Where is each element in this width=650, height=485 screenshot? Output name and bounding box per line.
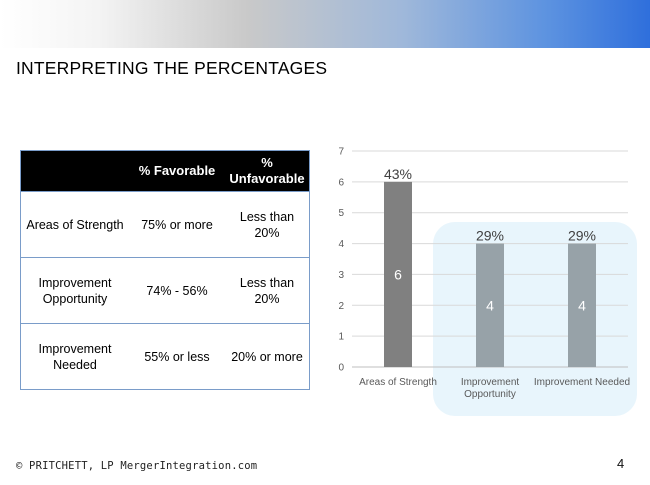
table-row: Areas of Strength 75% or more Less than … (20, 191, 310, 258)
row-unfavorable: Less than 20% (225, 191, 310, 258)
y-tick-label: 5 (338, 208, 344, 219)
row-unfavorable: 20% or more (225, 323, 310, 390)
bar-percent-label: 29% (568, 228, 596, 244)
criteria-table: % Favorable % Unfavorable Areas of Stren… (20, 150, 310, 390)
bar-percent-label: 43% (384, 166, 412, 182)
y-tick-label: 7 (338, 147, 344, 158)
footer-copyright: © PRITCHETT, LP MergerIntegration.com (16, 460, 258, 472)
table-header-row: % Favorable % Unfavorable (20, 150, 310, 192)
header-blank (20, 150, 129, 192)
bar (476, 243, 504, 367)
highlight-box (433, 222, 637, 416)
y-tick-label: 2 (338, 301, 344, 312)
table-row: Improvement Opportunity 74% - 56% Less t… (20, 257, 310, 324)
bar-value-label: 4 (578, 297, 586, 313)
y-tick-label: 3 (338, 270, 344, 281)
y-tick-label: 1 (338, 332, 344, 343)
row-favorable: 55% or less (129, 323, 225, 390)
bar-value-label: 6 (394, 266, 402, 282)
row-label: Improvement Opportunity (20, 257, 129, 324)
table-row: Improvement Needed 55% or less 20% or mo… (20, 323, 310, 390)
row-label: Areas of Strength (20, 191, 129, 258)
header-favorable: % Favorable (129, 150, 225, 192)
x-tick-label: Opportunity (464, 389, 516, 400)
bar-percent-label: 29% (476, 228, 504, 244)
x-tick-label: Areas of Strength (359, 377, 437, 388)
slide-title: INTERPRETING THE PERCENTAGES (16, 58, 328, 78)
page-number: 4 (617, 456, 625, 471)
bar (568, 243, 596, 367)
bar (384, 181, 412, 367)
row-favorable: 75% or more (129, 191, 225, 258)
y-tick-label: 6 (338, 177, 344, 188)
row-label: Improvement Needed (20, 323, 129, 390)
row-favorable: 74% - 56% (129, 257, 225, 324)
x-tick-label: Improvement Needed (534, 377, 630, 388)
header-unfavorable: % Unfavorable (225, 150, 310, 192)
y-tick-label: 0 (338, 363, 344, 374)
bar-value-label: 4 (486, 297, 494, 313)
y-tick-label: 4 (338, 239, 344, 250)
row-unfavorable: Less than 20% (225, 257, 310, 324)
x-tick-label: Improvement (461, 377, 520, 388)
top-banner (0, 0, 650, 48)
